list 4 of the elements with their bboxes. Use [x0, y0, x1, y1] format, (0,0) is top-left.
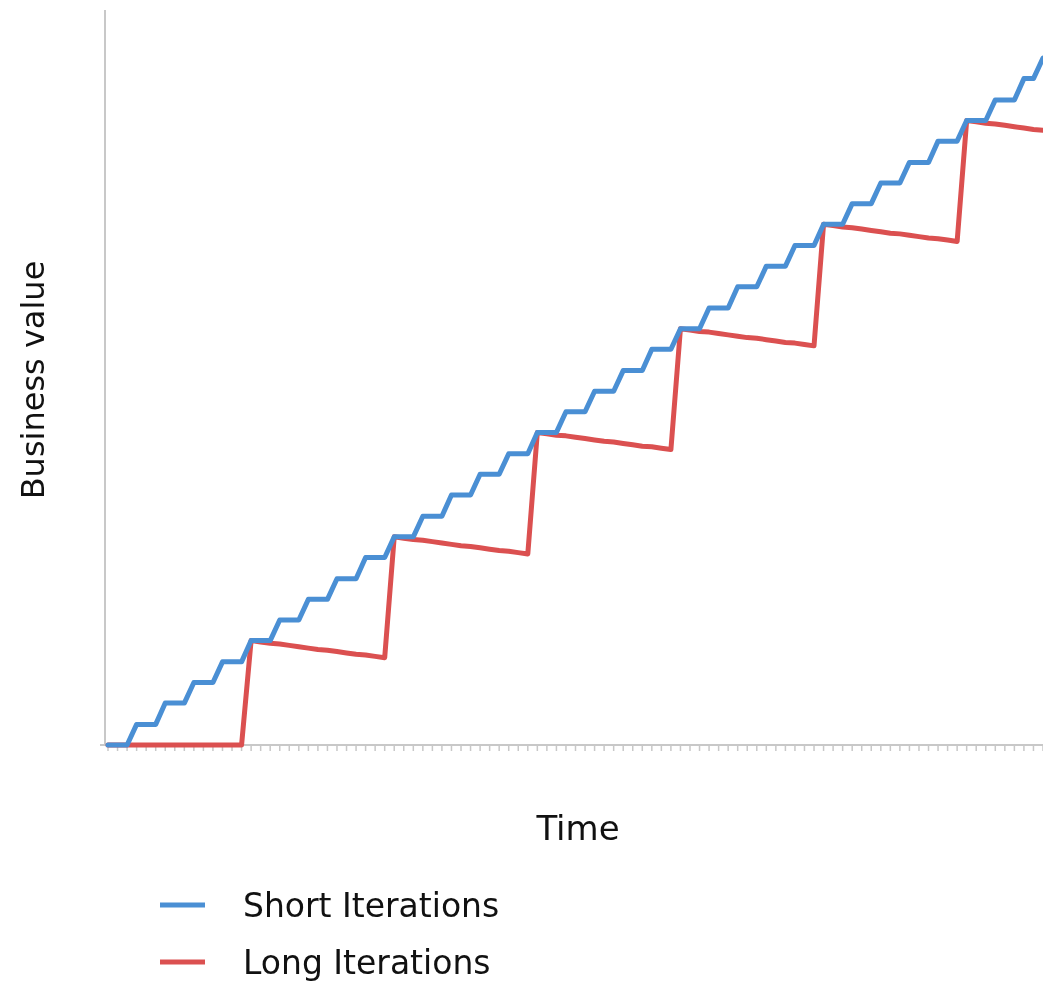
y-axis-title: Business value	[14, 260, 52, 500]
x-axis-title: Time	[535, 808, 620, 848]
legend-label: Short Iterations	[243, 886, 500, 925]
legend-label: Long Iterations	[243, 943, 491, 982]
